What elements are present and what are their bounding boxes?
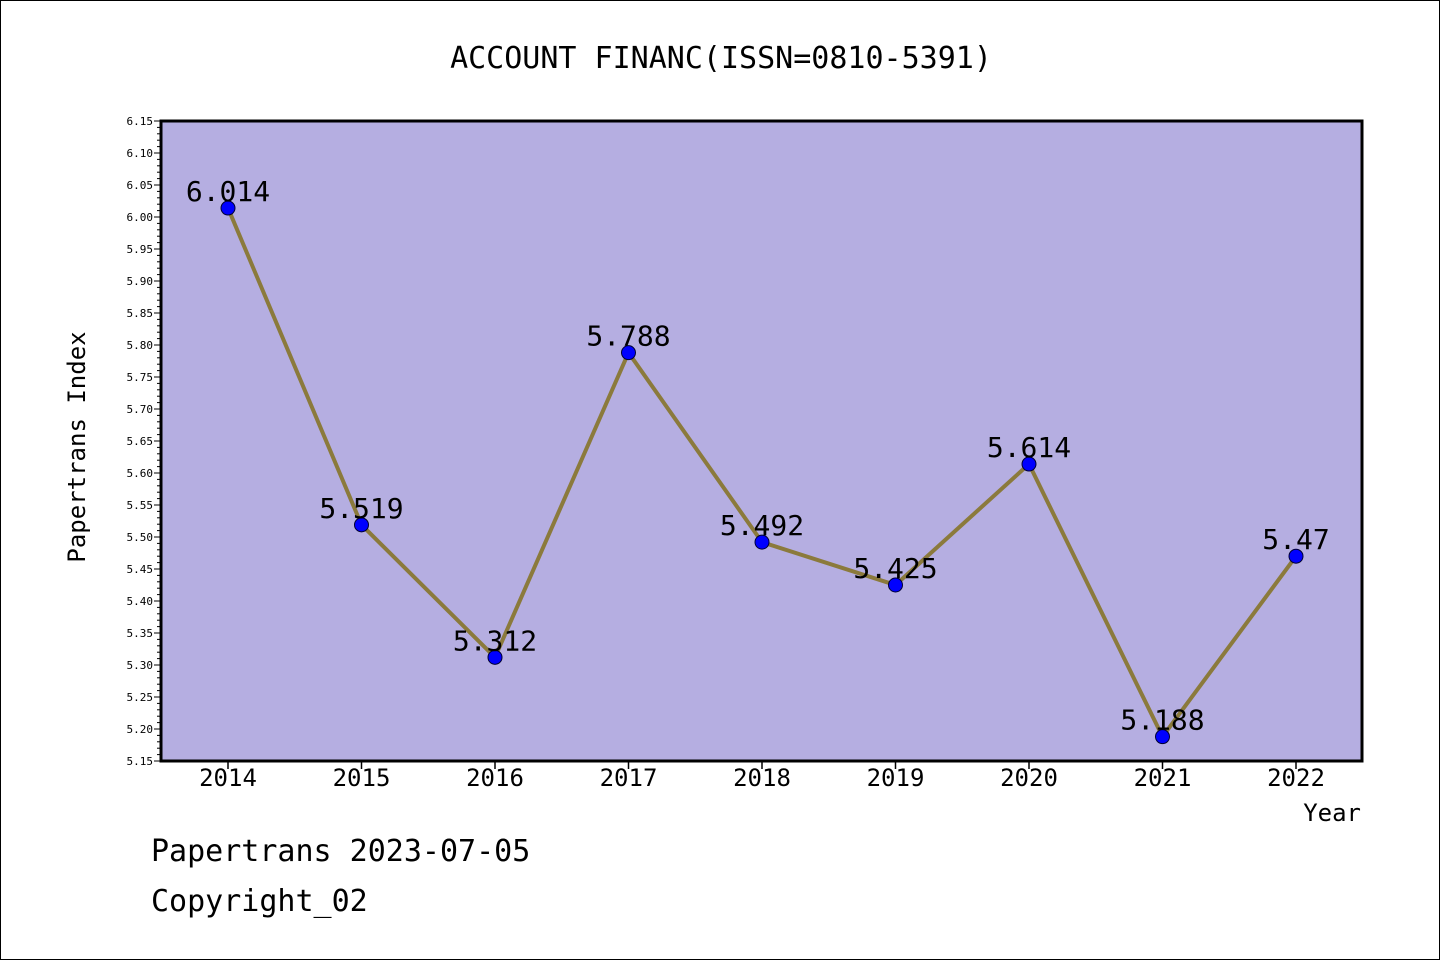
data-point	[1155, 729, 1170, 745]
data-labels: 6.014 5.519 5.312 5.788 5.492 5.425 5.614 5.188…	[186, 175, 1330, 737]
y-tick-label: 5.25	[127, 691, 154, 704]
data-point	[621, 345, 636, 361]
y-tick-label: 5.95	[127, 243, 154, 256]
y-tick-label: 6.05	[127, 179, 154, 192]
x-tick-label: 2019	[867, 764, 925, 792]
y-tick-label: 6.15	[127, 115, 154, 128]
y-tick-label: 5.15	[127, 755, 154, 768]
x-tick-label: 2017	[600, 764, 658, 792]
footer-copyright: Copyright_02	[151, 884, 368, 919]
x-tick-label: 2022	[1267, 764, 1325, 792]
data-label: 5.788	[586, 320, 670, 353]
x-tick-label: 2021	[1134, 764, 1192, 792]
data-label: 5.188	[1120, 704, 1204, 737]
data-point	[220, 200, 236, 216]
data-label: 5.312	[453, 624, 537, 657]
x-tick-label: 2014	[199, 764, 257, 792]
data-point	[1288, 548, 1304, 564]
y-tick-label: 5.65	[127, 435, 154, 448]
y-tick-label: 5.35	[127, 627, 154, 640]
data-label: 5.492	[720, 509, 804, 542]
data-label: 5.47	[1262, 523, 1329, 556]
x-tick-label: 2015	[333, 764, 391, 792]
y-tick-label: 5.90	[127, 275, 154, 288]
y-tick-label: 5.40	[127, 595, 154, 608]
x-tick-label: 2018	[733, 764, 791, 792]
y-tick-label: 5.60	[127, 467, 154, 480]
x-axis-ticks: 2014 2015 2016 2017 2018 2019 2020 2021 2022	[199, 761, 1325, 792]
chart-title: ACCOUNT FINANC(ISSN=0810-5391)	[450, 41, 992, 76]
plot-frame	[159, 119, 1364, 763]
data-point	[754, 534, 770, 550]
data-label: 5.614	[987, 431, 1071, 464]
y-tick-label: 6.00	[127, 211, 154, 224]
y-tick-label: 5.45	[127, 563, 154, 576]
plot-area	[161, 121, 1362, 761]
y-tick-label: 5.30	[127, 659, 154, 672]
x-tick-label: 2016	[466, 764, 524, 792]
data-label: 5.425	[853, 552, 937, 585]
y-tick-label: 5.55	[127, 499, 154, 512]
data-point	[354, 517, 369, 533]
footer-date: Papertrans 2023-07-05	[151, 834, 531, 869]
y-tick-label: 5.85	[127, 307, 154, 320]
y-tick-label: 5.70	[127, 403, 154, 416]
data-label: 5.519	[319, 492, 403, 525]
data-points	[220, 200, 1304, 745]
x-tick-label: 2020	[1000, 764, 1058, 792]
y-tick-label: 5.75	[127, 371, 154, 384]
data-label: 6.014	[186, 175, 270, 208]
data-point	[888, 577, 903, 593]
y-tick-label: 6.10	[127, 147, 154, 160]
y-tick-label: 5.80	[127, 339, 154, 352]
y-axis-label: Papertrans Index	[63, 331, 91, 562]
y-tick-label: 5.50	[127, 531, 154, 544]
data-point	[487, 649, 503, 665]
y-tick-label: 5.20	[127, 723, 154, 736]
x-axis-label: Year	[1303, 799, 1361, 827]
y-axis-ticks: 5.15 5.20 5.25 5.30 5.35 5.40 5.45 5.50 5.55 5.60…	[127, 115, 161, 768]
data-point	[1021, 456, 1037, 472]
